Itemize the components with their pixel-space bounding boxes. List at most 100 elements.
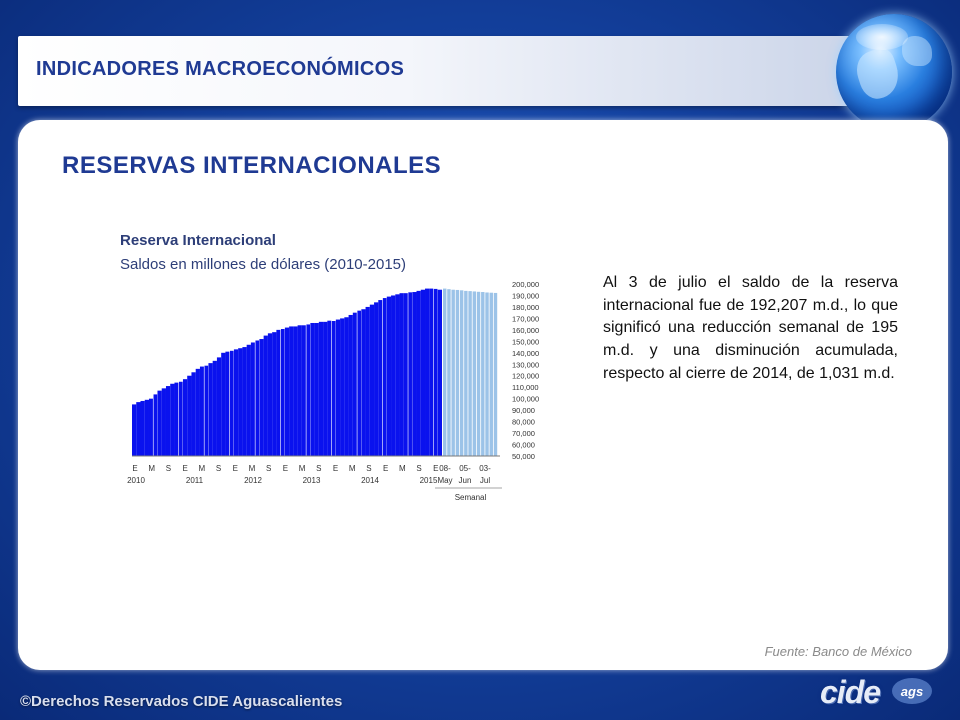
x-month-label: M	[199, 464, 206, 473]
bar-monthly	[395, 294, 400, 456]
section-title: RESERVAS INTERNACIONALES	[62, 152, 442, 179]
bar-monthly	[132, 404, 137, 456]
y-tick-label: 130,000	[512, 360, 539, 369]
header-bar	[18, 36, 880, 106]
bar-monthly	[323, 321, 328, 456]
bar-monthly	[161, 388, 166, 456]
description-text: Al 3 de julio el saldo de la reserva int…	[603, 274, 898, 382]
bar-monthly	[187, 375, 192, 456]
x-month-label: S	[316, 464, 321, 473]
source-note: Fuente: Banco de México	[764, 644, 912, 659]
x-month-label: M	[349, 464, 356, 473]
y-tick-label: 180,000	[512, 303, 539, 312]
bar-weekly	[481, 292, 485, 456]
bar-monthly	[216, 357, 222, 456]
bar-monthly	[356, 310, 362, 457]
x-month-label: S	[266, 464, 271, 473]
bar-monthly	[386, 296, 392, 456]
y-tick-label: 120,000	[512, 372, 539, 381]
logo-sub: ags	[892, 678, 932, 704]
y-tick-label: 80,000	[512, 418, 535, 427]
x-month-label: S	[216, 464, 221, 473]
bar-weekly	[489, 292, 493, 456]
x-month-label: E	[233, 464, 238, 473]
x-month-label: E	[283, 464, 288, 473]
bar-monthly	[174, 382, 179, 456]
x-month-label: E	[182, 464, 187, 473]
y-tick-label: 150,000	[512, 337, 539, 346]
bar-monthly	[191, 372, 196, 456]
bar-monthly	[361, 309, 366, 456]
x-month-label: E	[132, 464, 137, 473]
bar-weekly	[447, 289, 451, 456]
reserve-bar-chart: 200,000 190,000 180,000 170,000 160,000 150,0…	[127, 280, 539, 502]
bar-monthly	[254, 339, 260, 457]
cide-logo: cide ags	[820, 672, 938, 712]
bar-monthly	[233, 349, 239, 456]
bar-monthly	[369, 304, 375, 456]
bar-monthly	[221, 352, 226, 456]
x-year-label: 2011	[186, 476, 204, 485]
x-month-label: M	[399, 464, 406, 473]
bar-monthly	[310, 322, 315, 456]
bar-monthly	[136, 402, 141, 456]
y-tick-label: 190,000	[512, 291, 539, 300]
bar-monthly	[259, 339, 264, 456]
bar-monthly	[157, 390, 162, 456]
bar-monthly	[242, 347, 247, 456]
bar-monthly	[305, 323, 311, 457]
bar-monthly	[433, 288, 439, 457]
y-tick-label: 110,000	[512, 383, 539, 392]
bar-monthly	[340, 318, 345, 456]
bar-monthly	[148, 398, 154, 456]
bar-monthly	[199, 366, 205, 456]
bar-weekly	[493, 292, 498, 456]
bar-monthly	[238, 348, 243, 456]
copyright-text: ©Derechos Reservados CIDE Aguascalientes	[20, 693, 343, 710]
bar-monthly	[178, 381, 184, 457]
bar-monthly	[289, 326, 294, 456]
bar-weekly	[485, 292, 489, 456]
bar-monthly	[212, 360, 217, 456]
bar-monthly	[374, 302, 379, 456]
bar-weekly	[468, 291, 472, 456]
x-month-label: M	[249, 464, 256, 473]
x-month-label: S	[416, 464, 421, 473]
bar-monthly	[352, 312, 358, 456]
bar-monthly	[399, 293, 404, 456]
bar-monthly	[165, 386, 171, 456]
bar-monthly	[208, 363, 213, 456]
bar-monthly	[429, 288, 434, 456]
bar-monthly	[412, 292, 417, 456]
bar-monthly	[284, 327, 290, 456]
bar-monthly	[335, 319, 341, 456]
bar-monthly	[348, 314, 353, 456]
x-year-label: 2013	[303, 476, 321, 485]
bar-monthly	[382, 297, 388, 457]
bar-monthly	[416, 290, 421, 456]
header-title: INDICADORES MACROECONÓMICOS	[36, 58, 405, 80]
bar-monthly	[314, 322, 319, 456]
x-month-label: S	[166, 464, 171, 473]
y-tick-label: 160,000	[512, 326, 539, 335]
y-tick-label: 140,000	[512, 349, 539, 358]
bar-weekly	[459, 290, 464, 456]
x-month-label: M	[299, 464, 306, 473]
bar-monthly	[403, 293, 409, 456]
bar-monthly	[297, 325, 302, 456]
bar-monthly	[276, 329, 281, 456]
bar-monthly	[195, 368, 200, 456]
bar-monthly	[318, 321, 324, 456]
x-year-label: 2010	[127, 476, 145, 485]
bar-weekly	[464, 290, 468, 456]
chart-subtitle: Saldos en millones de dólares (2010-2015…	[120, 256, 407, 273]
x-month-label: E	[333, 464, 338, 473]
weekly-group-label: Semanal	[455, 493, 487, 502]
bar-monthly	[327, 320, 332, 456]
bar-monthly	[144, 399, 149, 456]
bar-monthly	[152, 393, 158, 457]
logo-text: cide	[820, 673, 881, 710]
weekly-label-bottom: Jul	[480, 476, 490, 485]
x-month-label: E	[433, 464, 438, 473]
y-tick-label: 90,000	[512, 406, 535, 415]
